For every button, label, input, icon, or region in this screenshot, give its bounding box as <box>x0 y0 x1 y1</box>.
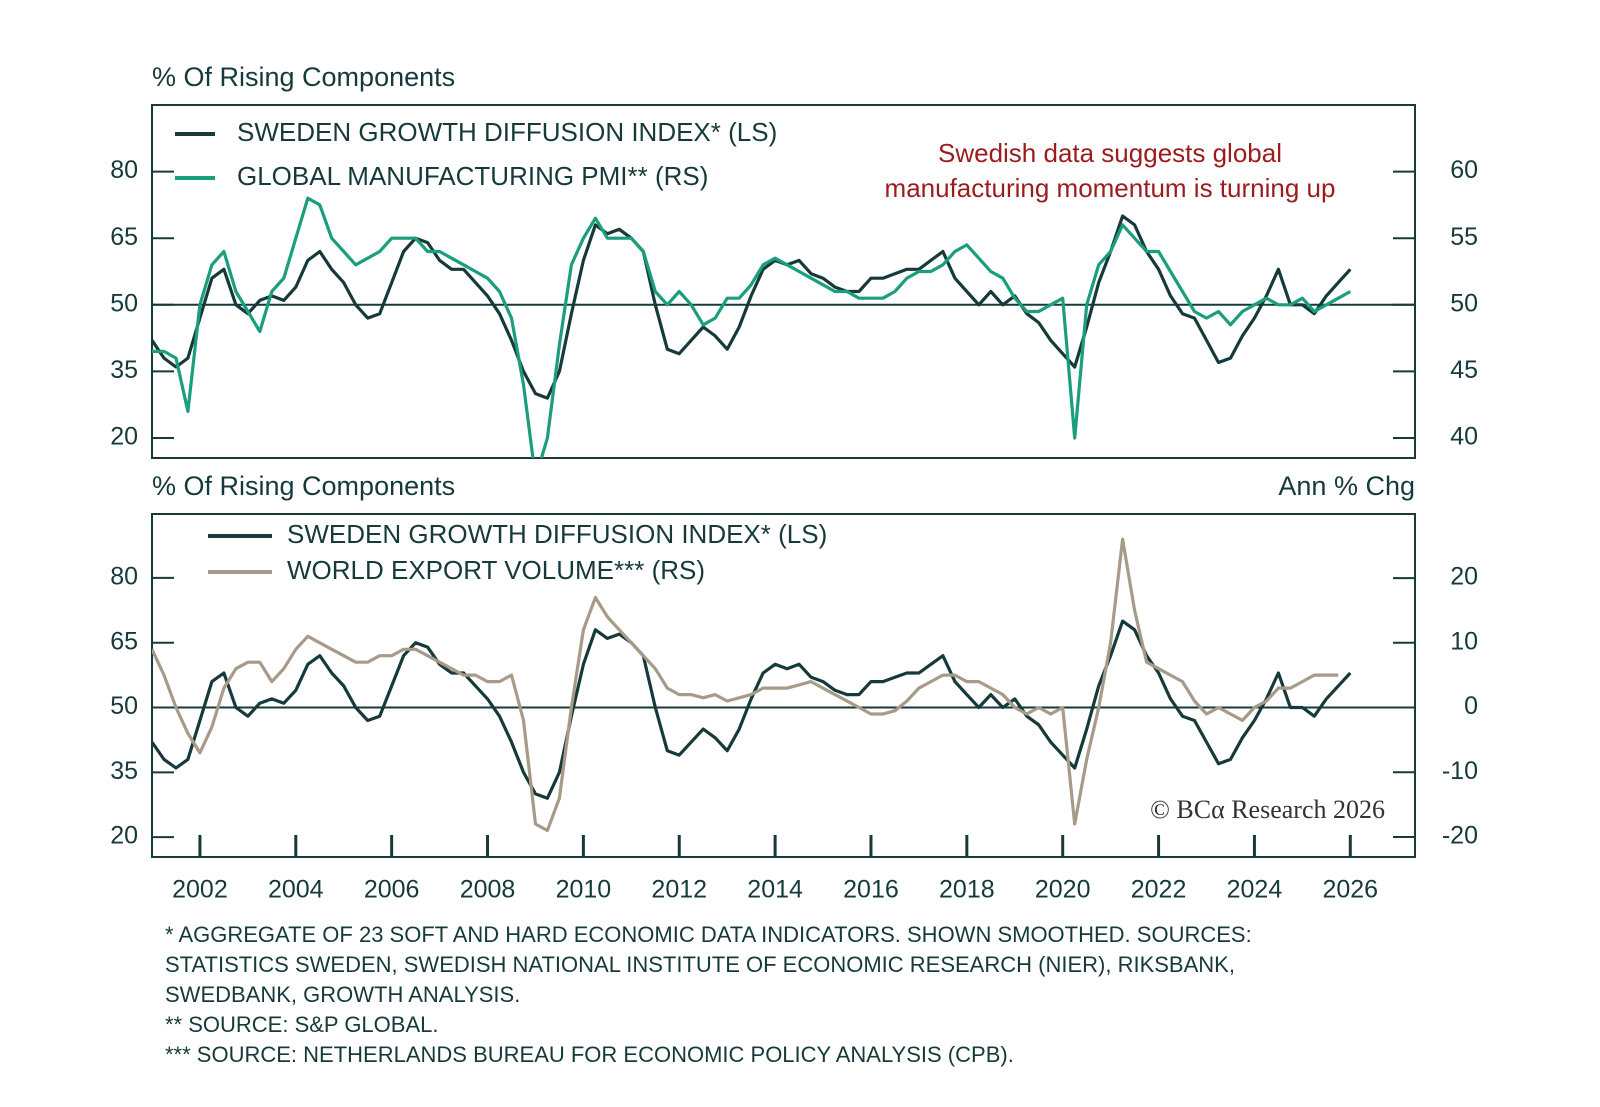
x-tick-label: 2012 <box>651 876 707 904</box>
y2-tick-label: 60 <box>1450 156 1478 184</box>
y2-tick-label: 40 <box>1450 423 1478 451</box>
y2-tick-label: 20 <box>1450 563 1478 591</box>
legend-label: WORLD EXPORT VOLUME*** (RS) <box>287 555 705 585</box>
y-tick-label: 80 <box>110 156 138 184</box>
y-tick-label: 35 <box>110 757 138 785</box>
annotation: manufacturing momentum is turning up <box>885 173 1336 203</box>
y-axis-label: % Of Rising Components <box>152 62 455 92</box>
x-tick-label: 2014 <box>747 876 803 904</box>
y-tick-label: 65 <box>110 223 138 251</box>
y-tick-label: 65 <box>110 627 138 655</box>
footnote: *** SOURCE: NETHERLANDS BUREAU FOR ECONO… <box>165 1042 1014 1067</box>
x-tick-label: 2018 <box>939 876 995 904</box>
legend-label: GLOBAL MANUFACTURING PMI** (RS) <box>237 161 708 191</box>
footnote: SWEDBANK, GROWTH ANALYSIS. <box>165 982 520 1007</box>
y-tick-label: 20 <box>110 822 138 850</box>
x-tick-label: 2022 <box>1131 876 1187 904</box>
legend-label: SWEDEN GROWTH DIFFUSION INDEX* (LS) <box>237 117 777 147</box>
x-tick-label: 2002 <box>172 876 228 904</box>
x-tick-label: 2020 <box>1035 876 1091 904</box>
footnote: STATISTICS SWEDEN, SWEDISH NATIONAL INST… <box>165 952 1235 977</box>
credit: © BCα Research 2026 <box>1150 795 1385 824</box>
plot-frame <box>151 513 1416 858</box>
y2-tick-label: 55 <box>1450 223 1478 251</box>
x-tick-label: 2006 <box>364 876 420 904</box>
series-line <box>152 619 1352 800</box>
y2-tick-label: -10 <box>1442 757 1478 785</box>
x-tick-label: 2016 <box>843 876 899 904</box>
x-tick-label: 2010 <box>556 876 612 904</box>
y-tick-label: 80 <box>110 563 138 591</box>
y-tick-label: 50 <box>110 289 138 317</box>
y2-tick-label: -20 <box>1442 822 1478 850</box>
annotation: Swedish data suggests global <box>938 138 1282 168</box>
legend-label: SWEDEN GROWTH DIFFUSION INDEX* (LS) <box>287 519 827 549</box>
series-line <box>152 214 1352 400</box>
series-line <box>152 196 1352 458</box>
plot-frame <box>151 104 1416 459</box>
y-tick-label: 35 <box>110 356 138 384</box>
footnote: ** SOURCE: S&P GLOBAL. <box>165 1012 438 1037</box>
series-line <box>152 537 1339 833</box>
x-tick-label: 2004 <box>268 876 324 904</box>
y2-tick-label: 10 <box>1450 627 1478 655</box>
y2-tick-label: 0 <box>1464 692 1478 720</box>
y2-tick-label: 45 <box>1450 356 1478 384</box>
x-tick-label: 2026 <box>1322 876 1378 904</box>
footnote: * AGGREGATE OF 23 SOFT AND HARD ECONOMIC… <box>165 922 1252 947</box>
x-tick-label: 2024 <box>1227 876 1283 904</box>
y-tick-label: 50 <box>110 692 138 720</box>
y-tick-label: 20 <box>110 423 138 451</box>
y2-axis-label: Ann % Chg <box>1278 471 1415 501</box>
y2-tick-label: 50 <box>1450 289 1478 317</box>
x-tick-label: 2008 <box>460 876 516 904</box>
y-axis-label: % Of Rising Components <box>152 471 455 501</box>
